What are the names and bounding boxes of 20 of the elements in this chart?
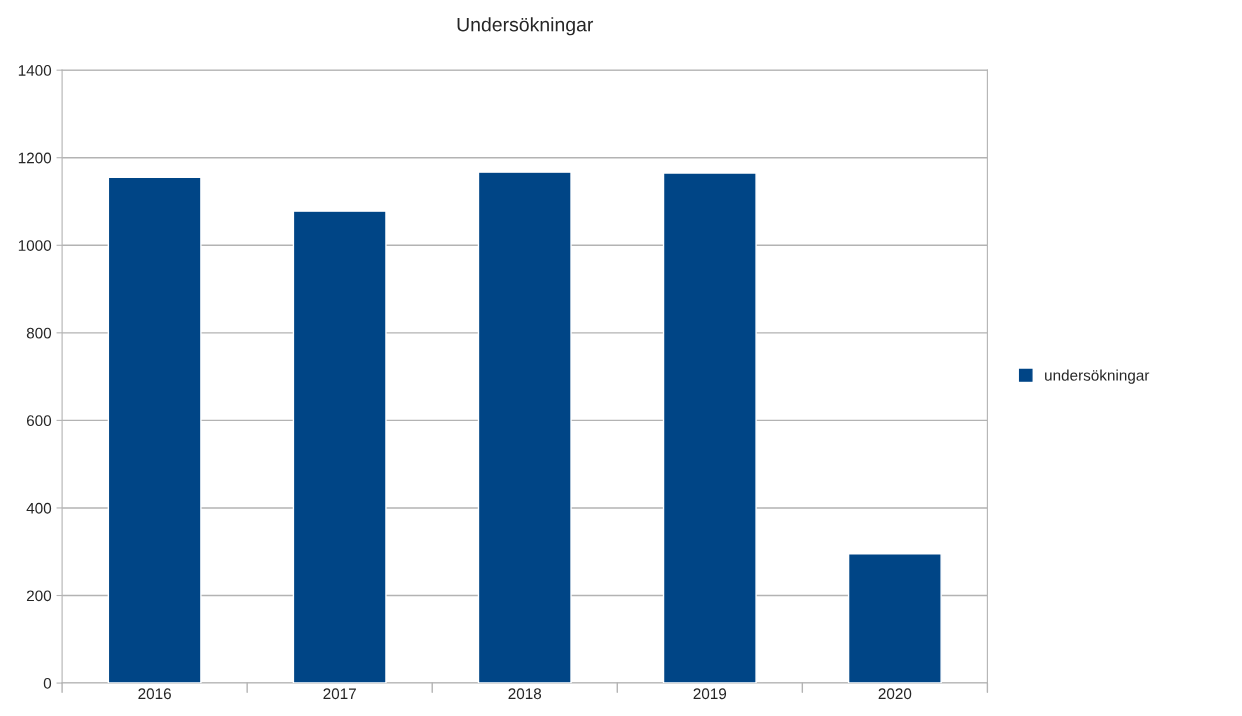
y-tick-label: 0 xyxy=(43,677,52,689)
bar xyxy=(662,172,757,684)
x-tick-label: 2019 xyxy=(693,688,727,700)
y-tick-label: 1000 xyxy=(18,240,52,251)
y-tick-label: 600 xyxy=(26,415,52,427)
x-tick-label: 2016 xyxy=(138,688,171,700)
chart-title: Undersökningar xyxy=(457,17,594,36)
legend-label: undersökningar xyxy=(1045,369,1150,384)
x-tick-label: 2018 xyxy=(508,688,542,700)
bar xyxy=(477,171,572,684)
bar xyxy=(292,210,387,684)
y-tick-label: 1400 xyxy=(18,65,52,76)
bar xyxy=(107,176,202,684)
y-tick-label: 800 xyxy=(26,327,52,339)
bar xyxy=(847,553,942,684)
y-tick-label: 1200 xyxy=(18,152,52,164)
x-tick-label: 2020 xyxy=(878,688,912,700)
y-tick-label: 400 xyxy=(26,502,52,514)
y-tick-label: 200 xyxy=(26,590,52,602)
x-tick-label: 2017 xyxy=(323,688,356,700)
